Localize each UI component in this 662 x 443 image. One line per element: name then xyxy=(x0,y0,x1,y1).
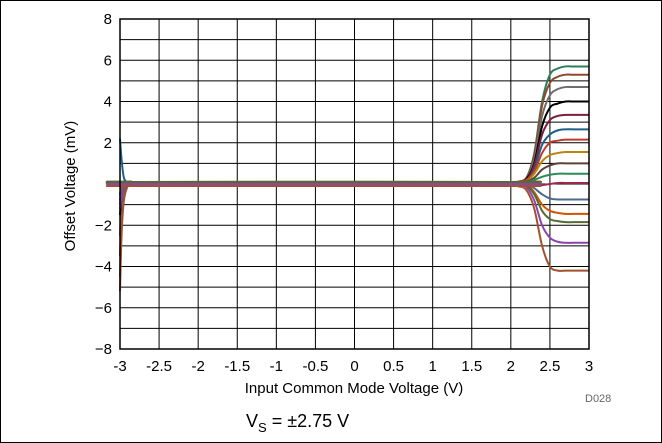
x-tick-label: -3 xyxy=(113,358,126,375)
x-tick-label: -2 xyxy=(191,358,204,375)
x-tick-label: -1.5 xyxy=(224,358,250,375)
y-axis-label: Offset Voltage (mV) xyxy=(62,121,79,252)
series-line-16 xyxy=(105,184,589,292)
x-tick-label: 3 xyxy=(585,358,593,375)
x-tick-label: 0 xyxy=(350,358,358,375)
plot-border xyxy=(119,18,590,350)
plot-frame xyxy=(119,18,590,350)
series-line-1 xyxy=(105,65,589,277)
x-tick-label: -0.5 xyxy=(302,358,328,375)
tick-labels: -3 -2.5 -2 -1.5 -1 -0.5 0 0.5 1 1.5 2 2.5 3 −8 −6 −4 −2 2… xyxy=(95,11,593,375)
series-line-4 xyxy=(105,100,589,216)
x-tick-label: -2.5 xyxy=(146,358,172,375)
caption-main: V xyxy=(246,411,258,431)
conditions-caption: VS = ±2.75 V xyxy=(246,411,349,435)
figure-code: D028 xyxy=(585,393,611,405)
series-line-5 xyxy=(105,113,589,205)
caption-subscript: S xyxy=(258,420,267,435)
series-group xyxy=(105,65,590,292)
x-axis-label: Input Common Mode Voltage (V) xyxy=(245,380,463,397)
x-tick-label: 1 xyxy=(428,358,436,375)
y-tick-label: 2 xyxy=(104,135,112,152)
series-line-6 xyxy=(105,128,589,185)
y-tick-label: 4 xyxy=(104,94,112,111)
x-tick-label: 0.5 xyxy=(383,358,404,375)
x-tick-label: 2.5 xyxy=(539,358,560,375)
y-tick-label: 6 xyxy=(104,52,112,69)
x-tick-label: 1.5 xyxy=(461,358,482,375)
x-tick-label: 2 xyxy=(507,358,515,375)
y-tick-label: −4 xyxy=(95,259,112,276)
series-line-8 xyxy=(105,150,589,197)
series-line-15 xyxy=(105,182,589,244)
y-tick-label: −6 xyxy=(95,300,112,317)
y-tick-label: −8 xyxy=(95,341,112,358)
series-line-14 xyxy=(105,180,590,224)
series-line-3 xyxy=(105,85,589,236)
x-tick-label: -1 xyxy=(270,358,283,375)
series-line-9 xyxy=(105,162,589,195)
caption-rest: = ±2.75 V xyxy=(267,411,349,431)
series-line-7 xyxy=(105,138,589,201)
y-tick-label: 8 xyxy=(104,11,112,28)
y-tick-label: −2 xyxy=(95,217,112,234)
